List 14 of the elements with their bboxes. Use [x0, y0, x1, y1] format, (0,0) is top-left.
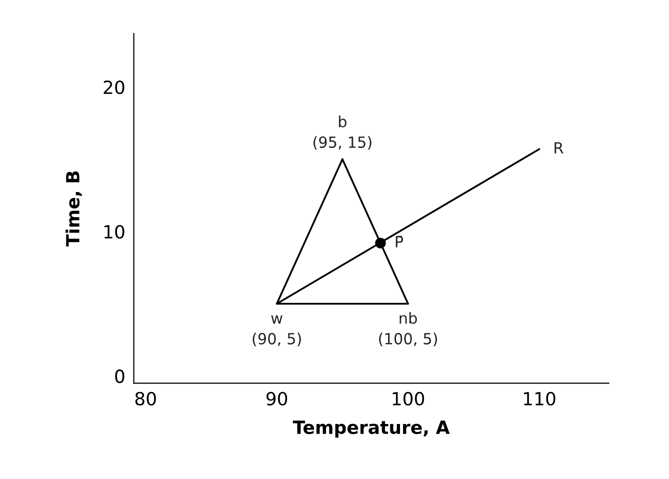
annotation: b (95, 15): [313, 116, 372, 150]
annotation: w (90, 5): [252, 315, 301, 346]
annotation: nb (100, 5): [379, 312, 437, 346]
x-tick-label: 110: [524, 392, 556, 406]
x-axis-title: Temperature, A: [292, 420, 450, 438]
x-tick-label: 90: [266, 392, 288, 406]
annotation: P̄: [396, 236, 404, 248]
y-tick-label: 10: [104, 224, 124, 239]
annotation: R: [554, 142, 564, 154]
y-axis-title: Time, B: [66, 171, 82, 247]
y-tick-label: 20: [104, 80, 124, 94]
y-tick-label: 0: [115, 369, 124, 384]
x-tick-label: 100: [392, 392, 424, 406]
x-tick-label: 80: [135, 392, 156, 406]
